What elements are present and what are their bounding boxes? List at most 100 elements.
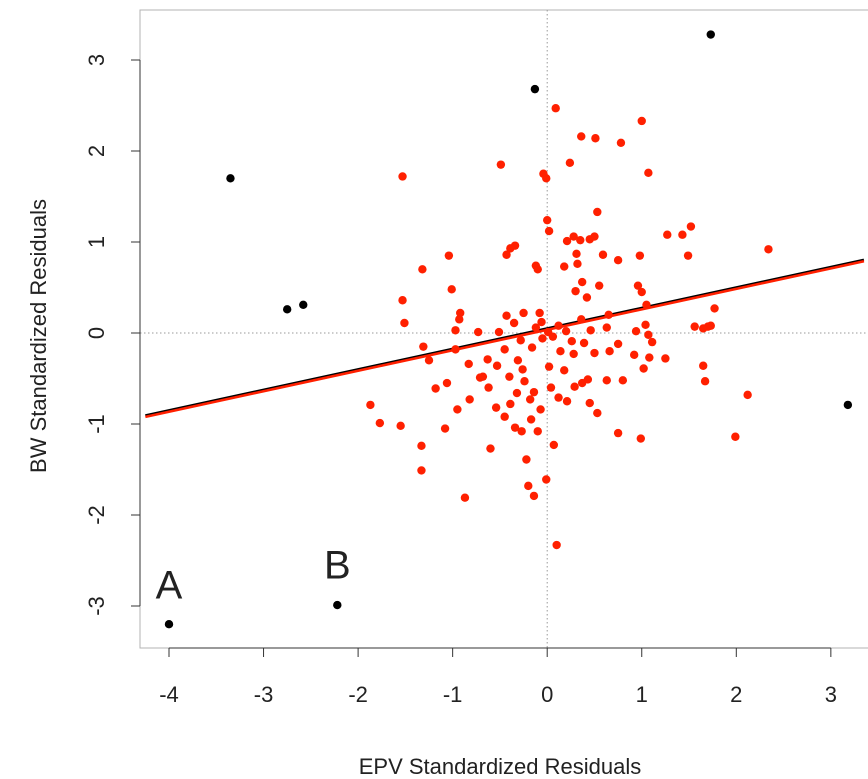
black-data-point [164, 620, 174, 629]
black-data-point [226, 174, 235, 183]
red-data-point [631, 326, 641, 336]
red-data-point [526, 415, 536, 424]
red-data-point [605, 347, 614, 356]
red-data-point [431, 384, 440, 393]
red-data-point [554, 321, 563, 330]
red-data-point [633, 281, 643, 290]
red-data-point [548, 332, 558, 341]
red-data-point [613, 256, 623, 265]
red-data-point [700, 377, 710, 386]
red-data-point [576, 235, 585, 245]
red-data-point [375, 418, 385, 428]
red-data-point [464, 359, 473, 369]
red-data-point [442, 378, 452, 388]
red-data-point [520, 377, 529, 386]
red-data-point [455, 315, 464, 324]
red-data-point [486, 444, 495, 453]
red-data-point [577, 132, 586, 141]
red-data-point [500, 412, 509, 421]
red-data-point [513, 356, 523, 365]
red-data-point [544, 362, 554, 371]
red-data-point [544, 226, 554, 236]
red-data-point [512, 388, 522, 398]
red-data-point [417, 441, 426, 451]
red-data-point [502, 311, 511, 320]
red-data-point [473, 327, 483, 337]
red-data-point [494, 327, 504, 337]
red-data-point [533, 265, 542, 274]
black-data-point [706, 30, 715, 39]
y-axis: -3 -2 -1 0 1 2 3 [84, 54, 141, 616]
black-data-point [299, 300, 308, 309]
red-data-point [451, 326, 460, 335]
red-data-point [577, 315, 586, 324]
fit-lines [145, 258, 865, 419]
black-data-point [530, 84, 540, 94]
red-data-point [678, 230, 687, 239]
red-data-point [731, 432, 740, 441]
red-data-point [537, 317, 546, 327]
x-tick-label: 3 [825, 682, 837, 707]
red-data-point [484, 383, 493, 392]
red-data-point [616, 138, 626, 148]
red-data-point [562, 397, 572, 406]
red-data-point [529, 387, 539, 397]
x-tick-label: -4 [159, 682, 179, 707]
red-data-point [492, 361, 502, 370]
red-data-point [661, 354, 670, 363]
red-data-point [509, 318, 519, 328]
red-data-point [453, 405, 462, 414]
red-data-point [447, 285, 456, 294]
red-data-point [644, 330, 653, 340]
red-data-point [524, 481, 533, 491]
red-data-point [602, 323, 611, 332]
plot-area-border [139, 9, 868, 649]
red-data-point [641, 320, 650, 330]
red-data-point [690, 322, 699, 331]
red-data-point [424, 356, 434, 365]
x-tick-label: 1 [636, 682, 648, 707]
black-data-point [282, 305, 292, 314]
red-data-point [510, 423, 520, 432]
point-label-b: B [324, 544, 351, 588]
red-data-point [618, 376, 628, 385]
red-data-point [706, 321, 715, 330]
y-tick-label: -2 [84, 505, 109, 525]
red-data-point [644, 168, 653, 178]
red-data-point [561, 326, 571, 336]
red-data-point [569, 232, 578, 241]
red-data-point [613, 428, 623, 438]
red-data-point [560, 366, 569, 375]
y-tick-label: 1 [84, 236, 109, 248]
red-data-point [366, 400, 375, 410]
red-data-point [496, 160, 506, 169]
red-data-point [465, 395, 474, 404]
red-data-point [440, 424, 450, 433]
red-data-point [567, 336, 576, 346]
red-data-point [683, 251, 693, 260]
red-data-point [571, 286, 580, 296]
x-tick-label: -1 [443, 682, 463, 707]
red-data-point [583, 375, 593, 384]
y-tick-label: 0 [84, 327, 109, 339]
x-tick-label: -2 [348, 682, 368, 707]
red-data-point [637, 116, 646, 126]
red-data-point [647, 337, 657, 347]
red-data-point [560, 262, 569, 271]
red-data-point [522, 455, 531, 464]
red-data-point [642, 300, 651, 309]
red-data-point [577, 277, 587, 287]
red-data-point [549, 440, 559, 450]
x-tick-label: 2 [730, 682, 742, 707]
red-data-point [535, 308, 544, 318]
red-data-point [529, 491, 539, 501]
red-data-point [398, 296, 407, 305]
red-data-point [686, 222, 696, 231]
red-data-point [645, 353, 654, 362]
data-points [164, 30, 853, 629]
red-data-point [699, 361, 708, 370]
red-data-point [562, 236, 572, 246]
red-data-point [579, 338, 589, 348]
